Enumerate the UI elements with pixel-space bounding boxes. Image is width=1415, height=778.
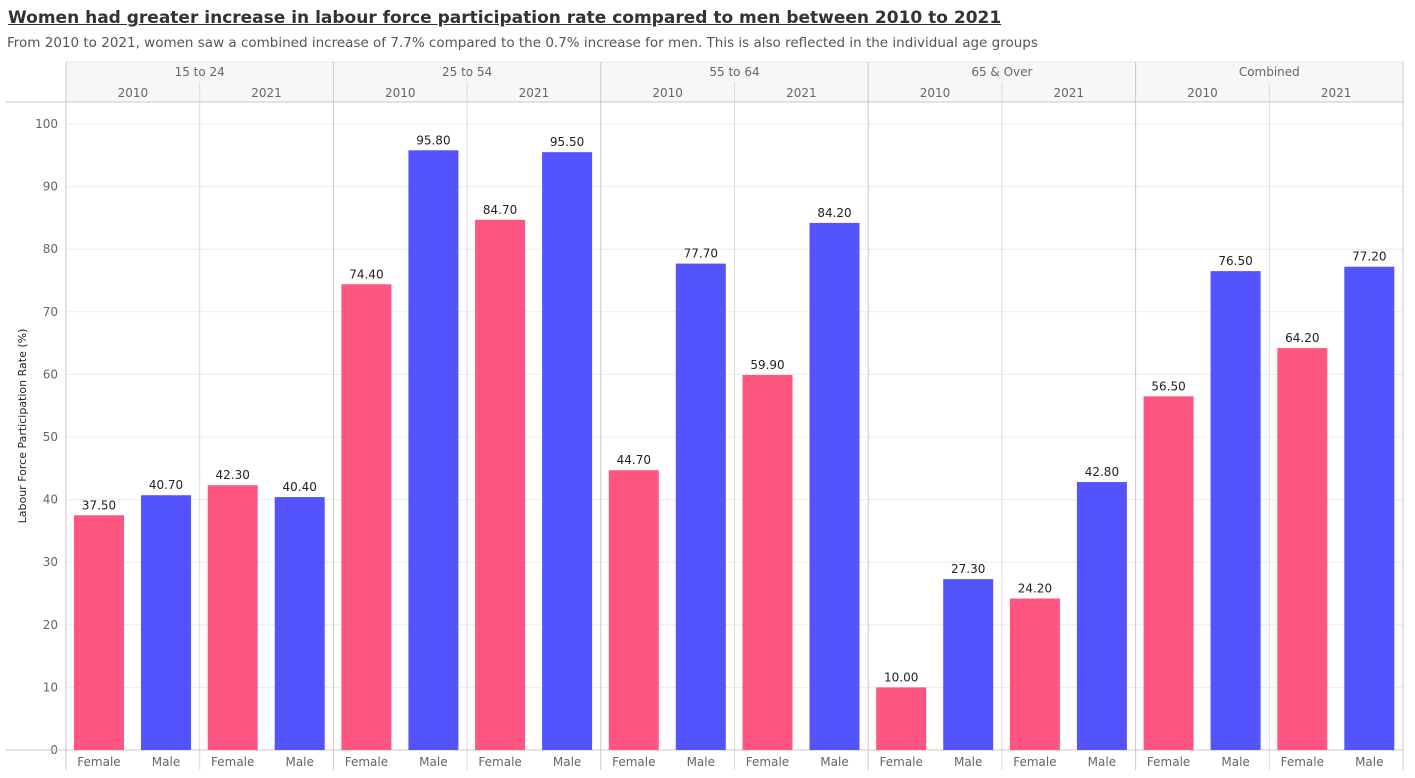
category-label: Female (478, 755, 521, 769)
category-label: Male (553, 755, 581, 769)
data-label: 95.80 (416, 133, 450, 147)
category-label: Male (285, 755, 313, 769)
year-header: 2010 (385, 86, 416, 100)
data-label: 42.80 (1085, 465, 1119, 479)
category-label: Male (954, 755, 982, 769)
data-label: 40.70 (149, 478, 183, 492)
data-label: 37.50 (82, 498, 116, 512)
bar-male (542, 152, 593, 751)
category-label: Female (746, 755, 789, 769)
bar-female (475, 219, 526, 750)
bar-female (1277, 348, 1328, 750)
bar-male (1076, 482, 1127, 750)
bar-female (876, 687, 927, 750)
y-tick-label: 40 (43, 493, 58, 507)
bar-female (608, 470, 659, 750)
year-header: 2010 (920, 86, 951, 100)
chart-subtitle: From 2010 to 2021, women saw a combined … (7, 35, 1038, 51)
category-label: Male (820, 755, 848, 769)
year-header: 2021 (519, 86, 550, 100)
y-tick-label: 90 (43, 180, 58, 194)
bar-female (1009, 598, 1060, 750)
group-header: 65 & Over (971, 65, 1032, 79)
year-header: 2010 (652, 86, 683, 100)
bar-female (74, 515, 124, 750)
group-header: 25 to 54 (442, 65, 492, 79)
year-header: 2021 (786, 86, 817, 100)
data-label: 24.20 (1018, 582, 1052, 596)
chart-title: Women had greater increase in labour for… (8, 8, 1002, 28)
y-tick-label: 30 (43, 555, 58, 569)
data-label: 74.40 (349, 267, 383, 281)
year-header: 2010 (118, 86, 149, 100)
y-tick-label: 70 (43, 305, 58, 319)
data-label: 84.20 (817, 206, 851, 220)
data-label: 10.00 (884, 670, 918, 684)
bar-male (943, 579, 994, 750)
y-tick-label: 60 (43, 367, 58, 381)
bar-female (207, 485, 258, 750)
data-label: 84.70 (483, 203, 517, 217)
year-header: 2021 (1321, 86, 1352, 100)
category-label: Male (419, 755, 447, 769)
bar-female (341, 284, 392, 750)
group-header: 55 to 64 (709, 65, 759, 79)
year-header: 2021 (251, 86, 282, 100)
data-label: 27.30 (951, 562, 985, 576)
data-label: 42.30 (216, 468, 250, 482)
category-label: Female (612, 755, 655, 769)
category-label: Male (152, 755, 180, 769)
bar-female (742, 375, 793, 750)
bar-male (274, 497, 325, 750)
category-label: Female (77, 755, 120, 769)
data-label: 77.20 (1352, 250, 1386, 264)
data-label: 40.40 (283, 480, 317, 494)
category-label: Male (687, 755, 715, 769)
bar-male (408, 150, 459, 751)
group-header: Combined (1239, 65, 1300, 79)
y-axis-label: Labour Force Participation Rate (%) (16, 329, 29, 524)
data-label: 44.70 (617, 453, 651, 467)
data-label: 59.90 (750, 358, 784, 372)
y-tick-label: 80 (43, 242, 58, 256)
data-label: 95.50 (550, 135, 584, 149)
y-tick-label: 100 (35, 117, 58, 131)
category-label: Female (1013, 755, 1056, 769)
group-header: 15 to 24 (175, 65, 225, 79)
category-label: Male (1355, 755, 1383, 769)
category-label: Female (211, 755, 254, 769)
bar-male (1344, 266, 1395, 750)
category-label: Female (345, 755, 388, 769)
bar-male (141, 495, 191, 750)
y-tick-label: 50 (43, 430, 58, 444)
data-label: 56.50 (1151, 379, 1185, 393)
data-label: 64.20 (1285, 331, 1319, 345)
y-tick-label: 10 (43, 680, 58, 694)
data-label: 76.50 (1218, 254, 1252, 268)
year-header: 2010 (1187, 86, 1218, 100)
category-label: Female (1147, 755, 1190, 769)
category-label: Female (880, 755, 923, 769)
y-tick-label: 20 (43, 618, 58, 632)
bar-male (675, 263, 726, 750)
year-header: 2021 (1053, 86, 1084, 100)
bar-female (1143, 396, 1194, 750)
category-label: Male (1088, 755, 1116, 769)
category-label: Female (1281, 755, 1324, 769)
bar-male (1210, 271, 1261, 750)
bar-male (809, 222, 860, 750)
data-label: 77.70 (684, 247, 718, 261)
category-label: Male (1221, 755, 1249, 769)
